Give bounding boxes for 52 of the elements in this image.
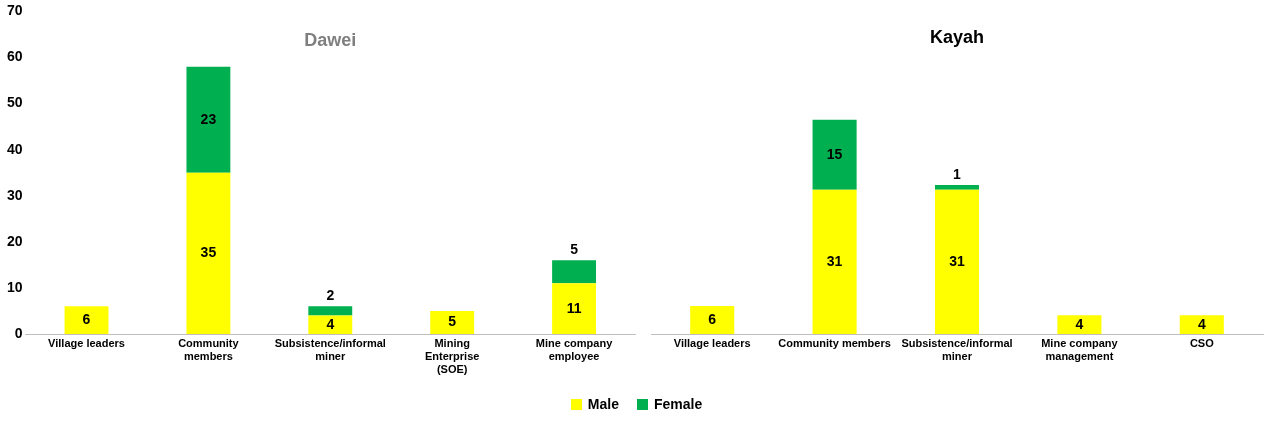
data-label: 6 [82, 311, 91, 328]
data-label: 4 [1197, 315, 1206, 332]
data-label: 11 [566, 299, 582, 316]
text: Kayah [929, 26, 985, 47]
data-label: 15 [826, 145, 843, 162]
x-tick-label: Mine company employee [535, 336, 614, 362]
x-tick-label: Community members [778, 336, 891, 349]
y-tick-label: 0 [14, 324, 23, 341]
x-tick-label: Village leaders [673, 336, 751, 349]
bar [1057, 315, 1102, 334]
data-label: 4 [326, 315, 335, 332]
y-tick-label: 20 [6, 232, 23, 249]
bar [812, 189, 857, 334]
bar [1179, 315, 1224, 334]
y-tick-label: 40 [6, 140, 23, 157]
y-tick-label: 70 [6, 2, 23, 19]
text: Dawei [304, 30, 357, 51]
data-label: 23 [200, 110, 217, 127]
data-label: 1 [953, 165, 962, 182]
bar [812, 119, 857, 190]
x-tick-label: Mining Enterprise (SOE) [424, 336, 480, 376]
data-label: 6 [708, 310, 717, 327]
y-tick-label: 50 [6, 94, 23, 111]
bar [186, 172, 231, 334]
bar [186, 66, 231, 173]
bar [552, 260, 596, 284]
bar [934, 189, 980, 334]
bar [64, 306, 109, 334]
x-tick-label: Community members [178, 336, 240, 362]
bar [308, 315, 353, 334]
y-tick-label: 30 [6, 186, 23, 203]
data-label: 31 [949, 252, 965, 269]
bar [934, 184, 980, 190]
bar [690, 306, 735, 334]
x-tick-label: Village leaders [48, 336, 125, 349]
legend-label: Female [653, 396, 703, 412]
y-tick-label: 10 [6, 278, 23, 295]
x-tick-label: Subsistence/informal miner [901, 336, 1013, 362]
x-tick-label: Subsistence/informal miner [274, 336, 386, 362]
x-tick-label: CSO [1189, 336, 1215, 349]
data-label: 2 [326, 287, 335, 304]
data-label: 31 [826, 252, 843, 269]
bar [552, 283, 596, 334]
bar [308, 306, 353, 316]
data-label: 4 [1075, 315, 1084, 332]
data-label: 5 [570, 241, 579, 258]
bar [430, 310, 475, 334]
data-label: 5 [448, 313, 457, 330]
y-tick-label: 60 [6, 48, 23, 65]
legend-label: Male [587, 396, 619, 412]
x-tick-label: Mine company management [1041, 336, 1119, 362]
data-label: 35 [200, 244, 217, 261]
